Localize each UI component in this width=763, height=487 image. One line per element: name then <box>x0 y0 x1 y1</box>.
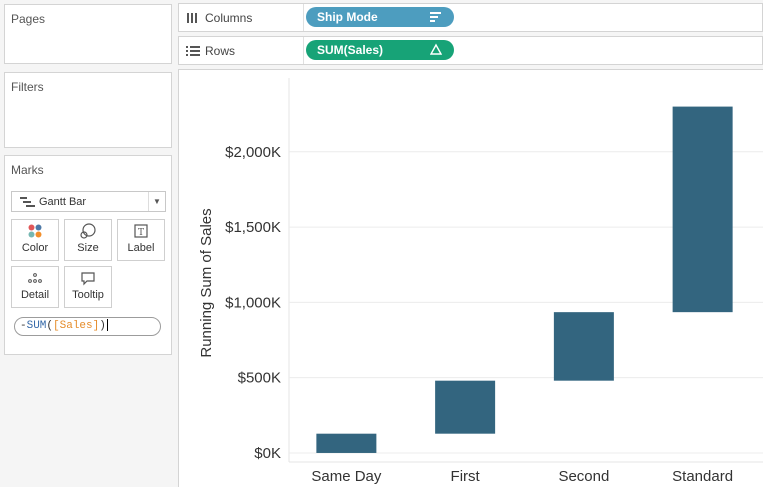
size-button-label: Size <box>77 242 99 254</box>
pages-card[interactable]: Pages <box>4 4 172 64</box>
gantt-bar-first <box>435 380 496 434</box>
ship-mode-pill[interactable]: Ship Mode <box>306 7 454 27</box>
label-icon: T <box>118 220 164 242</box>
marks-card: Marks Gantt Bar ▼ Color Size <box>4 155 172 355</box>
gantt-bar-second <box>553 312 614 381</box>
tooltip-button-label: Tooltip <box>72 289 104 301</box>
rows-shelf-label: Rows <box>179 37 304 64</box>
y-tick-label: $1,000K <box>225 294 281 311</box>
chevron-down-icon[interactable]: ▼ <box>148 192 165 211</box>
rows-label: Rows <box>205 43 236 58</box>
marks-title: Marks <box>11 163 44 177</box>
ship-mode-pill-label: Ship Mode <box>317 10 378 24</box>
size-button[interactable]: Size <box>64 219 112 261</box>
size-icon <box>65 220 111 242</box>
y-tick-label: $2,000K <box>225 144 281 161</box>
svg-text:T: T <box>138 228 144 238</box>
color-button[interactable]: Color <box>11 219 59 261</box>
pages-title: Pages <box>11 12 46 26</box>
mark-type-value: Gantt Bar <box>39 195 87 208</box>
calc-open-paren: ( <box>46 320 54 332</box>
color-dots-icon <box>12 220 58 242</box>
sort-descending-icon[interactable] <box>430 10 442 23</box>
columns-label: Columns <box>205 10 253 25</box>
x-tick-label: Second <box>558 468 609 485</box>
gantt-bar-icon <box>20 196 36 207</box>
tooltip-button[interactable]: Tooltip <box>64 266 112 308</box>
columns-shelf[interactable]: Columns Ship Mode <box>178 3 763 32</box>
x-tick-label: First <box>451 468 481 485</box>
chart-area[interactable]: $0K $500K $1,000K $1,500K $2,000K Running Sum… <box>178 69 763 487</box>
y-tick-label: $500K <box>238 370 281 387</box>
delta-icon[interactable] <box>429 43 443 56</box>
text-cursor <box>106 319 108 332</box>
sum-sales-pill[interactable]: SUM(Sales) <box>306 40 454 60</box>
detail-button-label: Detail <box>20 289 50 301</box>
detail-dots-icon <box>12 267 58 289</box>
mark-type-dropdown[interactable]: Gantt Bar ▼ <box>11 191 166 212</box>
calculation-input[interactable]: -SUM([Sales]) <box>14 317 161 336</box>
detail-button[interactable]: Detail <box>11 266 59 308</box>
gantt-chart: $0K $500K $1,000K $1,500K $2,000K Running Sum… <box>198 78 763 485</box>
tooltip-icon <box>65 267 111 289</box>
calc-prefix: - <box>20 320 27 332</box>
color-button-label: Color <box>21 242 49 254</box>
y-tick-label: $0K <box>254 445 281 462</box>
calc-field: [Sales] <box>53 320 100 332</box>
x-tick-label: Same Day <box>311 468 382 485</box>
label-button[interactable]: T Label <box>117 219 165 261</box>
y-tick-label: $1,500K <box>225 219 281 236</box>
filters-title: Filters <box>11 80 44 94</box>
x-tick-label: Standard <box>672 468 733 485</box>
sum-sales-pill-label: SUM(Sales) <box>317 43 384 57</box>
calc-function: SUM <box>26 320 47 332</box>
rows-shelf[interactable]: Rows SUM(Sales) <box>178 36 763 65</box>
rows-icon <box>186 45 200 57</box>
columns-icon <box>186 12 200 24</box>
filters-card[interactable]: Filters <box>4 72 172 148</box>
columns-shelf-label: Columns <box>179 4 304 31</box>
gantt-bar-standard <box>672 106 733 313</box>
label-button-label: Label <box>127 242 155 254</box>
calc-close-paren: ) <box>99 320 106 332</box>
y-axis-title: Running Sum of Sales <box>198 208 215 357</box>
gantt-bar-same-day <box>316 433 377 453</box>
